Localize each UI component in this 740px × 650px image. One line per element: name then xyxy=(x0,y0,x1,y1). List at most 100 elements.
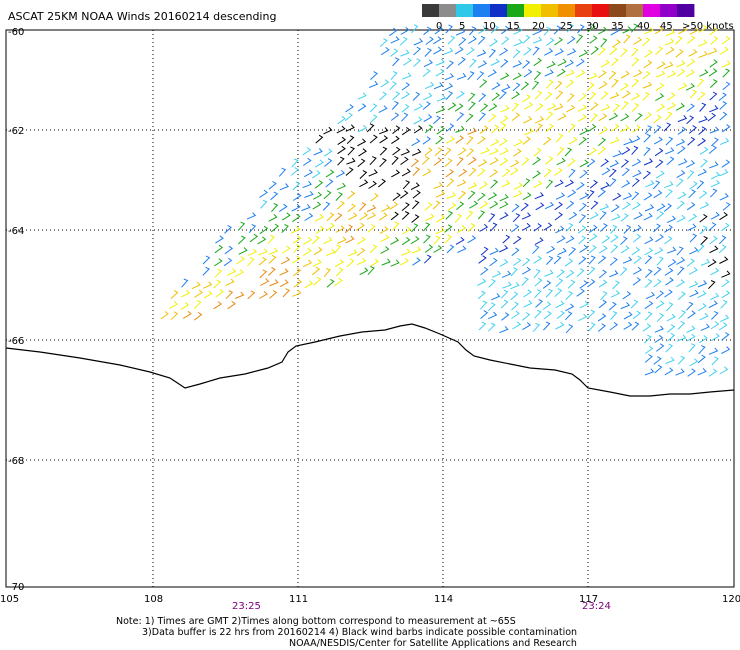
wind-barb xyxy=(718,244,727,254)
wind-barb xyxy=(608,70,617,80)
wind-barb xyxy=(586,82,595,92)
wind-barb xyxy=(631,321,640,331)
wind-barb xyxy=(260,278,270,286)
wind-barb xyxy=(699,146,709,155)
wind-barb xyxy=(676,60,686,68)
wind-barb xyxy=(369,103,378,113)
wind-barb xyxy=(643,133,652,143)
wind-barb xyxy=(568,211,578,220)
wind-barb xyxy=(688,189,696,199)
wind-barb xyxy=(565,269,575,279)
wind-barb xyxy=(323,268,331,278)
wind-barb xyxy=(458,190,467,200)
wind-barb xyxy=(513,39,523,47)
wind-barb xyxy=(259,189,268,198)
wind-barb xyxy=(400,49,410,57)
wind-barb xyxy=(270,191,279,201)
wind-barb xyxy=(598,245,608,254)
wind-barb xyxy=(379,91,388,101)
wind-barb xyxy=(399,257,409,266)
wind-barb xyxy=(598,269,607,279)
wind-barb xyxy=(610,27,620,36)
wind-barb xyxy=(478,112,486,122)
wind-barb xyxy=(521,222,531,231)
wind-barb xyxy=(710,267,720,276)
wind-barb xyxy=(412,189,421,199)
wind-barb xyxy=(279,183,290,191)
wind-barb xyxy=(579,159,589,168)
wind-barb xyxy=(533,269,541,279)
wind-barb xyxy=(665,188,673,198)
wind-barb xyxy=(455,125,465,133)
wind-barb xyxy=(655,170,665,179)
wind-barb xyxy=(620,48,628,58)
wind-barb xyxy=(609,91,620,99)
wind-barb xyxy=(422,101,431,110)
wind-barb xyxy=(610,290,621,298)
wind-barb xyxy=(433,181,443,190)
wind-barb xyxy=(170,290,179,299)
lat-label: -70 xyxy=(8,582,24,593)
lat-label: -66 xyxy=(8,336,24,347)
wind-barb xyxy=(510,167,519,176)
wind-barb xyxy=(707,112,717,122)
wind-barb xyxy=(665,343,674,353)
wind-barb xyxy=(698,50,708,58)
wind-barb xyxy=(620,245,630,254)
latitude-labels: -60 -62 -64 -66 -68 -70 xyxy=(8,27,24,593)
wind-barb xyxy=(566,23,574,33)
wind-barb xyxy=(620,236,628,246)
wind-barb xyxy=(546,103,557,111)
wind-barb xyxy=(465,210,474,220)
wind-barb xyxy=(391,169,401,178)
legend-swatch xyxy=(558,4,576,17)
wind-barb xyxy=(532,46,540,56)
wind-barb xyxy=(247,290,256,300)
wind-barb xyxy=(401,237,411,246)
wind-barb xyxy=(634,112,643,122)
wind-barb xyxy=(467,190,476,200)
wind-barb xyxy=(194,311,203,321)
wind-barb xyxy=(709,292,720,301)
wind-barb xyxy=(490,222,498,232)
wind-barb xyxy=(710,211,720,220)
wind-barb xyxy=(721,159,731,168)
wind-barb xyxy=(554,167,563,176)
wind-barb xyxy=(687,310,696,319)
wind-barb xyxy=(370,258,379,267)
wind-barb xyxy=(512,257,522,267)
wind-barb xyxy=(621,101,629,111)
wind-barb xyxy=(423,234,431,244)
wind-barb xyxy=(566,93,575,103)
note-line-2: 3)Data buffer is 22 hrs from 20160214 4)… xyxy=(142,627,577,638)
wind-barb xyxy=(358,202,367,212)
wind-barb xyxy=(598,279,608,288)
wind-barb xyxy=(708,222,717,231)
wind-barb xyxy=(455,236,465,245)
wind-barb xyxy=(489,38,498,47)
wind-barb xyxy=(720,299,728,309)
wind-barb xyxy=(413,46,422,56)
wind-barb xyxy=(323,236,333,245)
wind-barb xyxy=(291,255,301,264)
wind-barb xyxy=(631,57,640,67)
wind-barb xyxy=(718,235,727,245)
wind-barb xyxy=(478,159,488,167)
wind-barb xyxy=(314,214,324,222)
wind-barb xyxy=(623,34,631,44)
wind-barb xyxy=(697,290,707,299)
wind-barb xyxy=(621,180,631,188)
wind-barb xyxy=(711,310,719,320)
wind-barb xyxy=(710,36,719,45)
wind-barb xyxy=(500,58,509,68)
wind-barb xyxy=(389,81,397,91)
wind-barb xyxy=(446,178,455,188)
wind-barb xyxy=(401,211,410,220)
wind-barb xyxy=(337,115,346,125)
wind-barb xyxy=(698,115,708,123)
legend-swatch xyxy=(422,4,440,17)
wind-barb xyxy=(590,112,598,122)
wind-barb xyxy=(292,213,301,223)
wind-barb xyxy=(610,136,620,144)
wind-barb xyxy=(565,235,575,244)
